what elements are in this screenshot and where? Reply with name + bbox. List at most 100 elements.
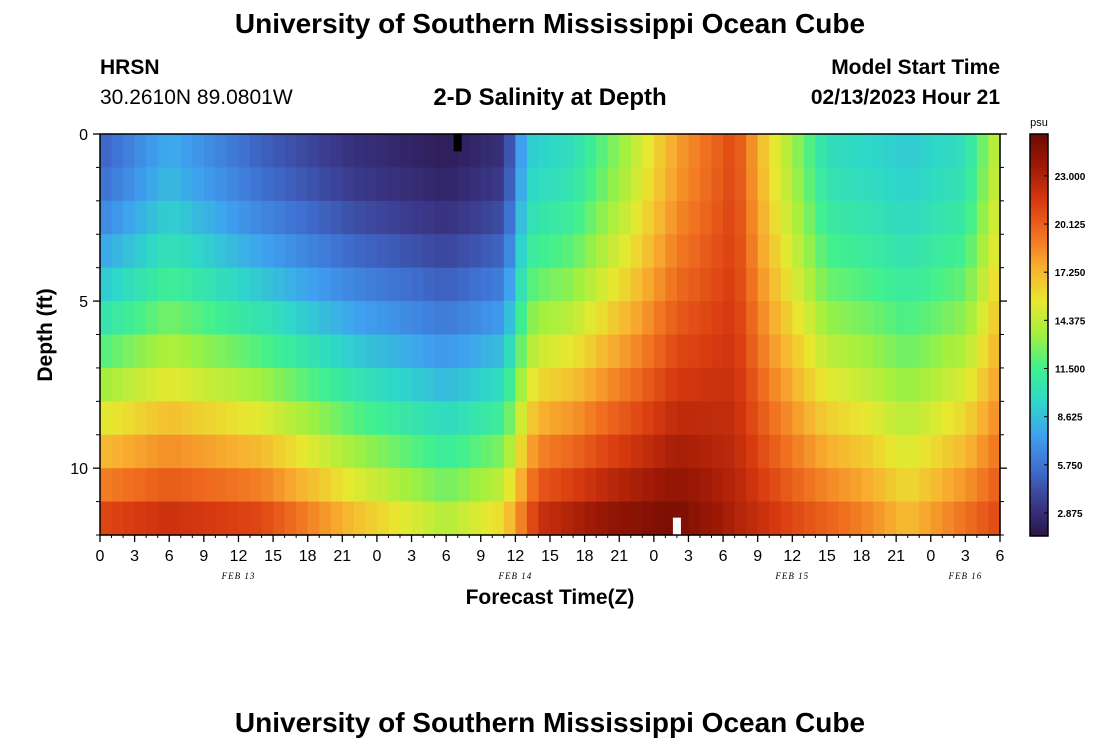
heatmap-cell [250, 334, 263, 369]
colorbar-tick-label: 20.125 [1055, 220, 1086, 231]
heatmap-cell [330, 367, 343, 402]
heatmap-cell [250, 367, 263, 402]
heatmap-cell [953, 267, 966, 302]
heatmap-cell [250, 501, 263, 536]
station-id: HRSN [100, 56, 160, 79]
heatmap-cell [630, 167, 643, 202]
heatmap-cell [988, 301, 1001, 336]
y-tick-label: 0 [79, 127, 88, 144]
heatmap-cell [711, 167, 724, 202]
heatmap-cell [965, 501, 978, 536]
heatmap-cell [896, 134, 909, 169]
heatmap-cell [884, 468, 897, 503]
heatmap-cell [746, 200, 759, 235]
heatmap-cell [930, 167, 943, 202]
heatmap-cell [665, 434, 678, 469]
heatmap-cell [826, 301, 840, 336]
heatmap-cell [192, 234, 205, 269]
heatmap-cell [988, 134, 1001, 169]
heatmap-cell [215, 267, 228, 302]
heatmap-cell [976, 401, 990, 436]
heatmap-cell [596, 200, 609, 235]
heatmap-cell [584, 301, 597, 336]
heatmap-cell [792, 200, 805, 235]
heatmap-cell [596, 468, 609, 503]
heatmap-cell [561, 134, 574, 169]
heatmap-cell [665, 134, 678, 169]
heatmap-cell [261, 167, 274, 202]
heatmap-cell [907, 401, 920, 436]
heatmap-cell [561, 301, 574, 336]
heatmap-cell [111, 134, 124, 169]
heatmap-cell [411, 200, 424, 235]
heatmap-cell [388, 401, 401, 436]
heatmap-cell [642, 468, 655, 503]
heatmap-cell [423, 434, 436, 469]
heatmap-cell [907, 234, 920, 269]
heatmap-cell [411, 434, 424, 469]
heatmap-cell [584, 434, 597, 469]
heatmap-cell [619, 301, 632, 336]
heatmap-cell [896, 468, 909, 503]
heatmap-cell [526, 501, 540, 536]
heatmap-cell [538, 267, 551, 302]
heatmap-cell [100, 367, 113, 402]
heatmap-cell [815, 367, 828, 402]
heatmap-cell [873, 501, 886, 536]
heatmap-cell [700, 434, 713, 469]
heatmap-cell [734, 501, 747, 536]
heatmap-cell [296, 301, 309, 336]
heatmap-cell [838, 401, 851, 436]
heatmap-cell [180, 401, 193, 436]
heatmap-cell [296, 167, 309, 202]
heatmap-cell [930, 301, 943, 336]
heatmap-cell [503, 234, 516, 269]
heatmap-cell [907, 134, 920, 169]
heatmap-cell [411, 401, 424, 436]
heatmap-cell [180, 434, 193, 469]
heatmap-cell [965, 468, 978, 503]
heatmap-cell [988, 267, 1001, 302]
heatmap-cell [988, 367, 1001, 402]
heatmap-cell [757, 267, 770, 302]
heatmap-cell [653, 434, 666, 469]
heatmap-cell [734, 134, 747, 169]
heatmap-cell [930, 334, 943, 369]
heatmap-cell [838, 267, 851, 302]
heatmap-cell [330, 200, 343, 235]
x-tick-label: 0 [649, 548, 658, 565]
heatmap-cell [653, 401, 666, 436]
heatmap-cell [319, 334, 332, 369]
heatmap-cell [965, 367, 978, 402]
heatmap-cell [111, 167, 124, 202]
heatmap-cell [688, 200, 701, 235]
heatmap-cell [780, 267, 793, 302]
heatmap-cell [134, 501, 147, 536]
heatmap-cell [192, 167, 205, 202]
heatmap-cell [215, 167, 228, 202]
heatmap-cell [688, 167, 701, 202]
heatmap-cell [134, 134, 147, 169]
heatmap-cell [942, 401, 955, 436]
heatmap-cell [792, 367, 805, 402]
heatmap-cell [919, 134, 932, 169]
heatmap-cell [192, 367, 205, 402]
heatmap-cell [238, 367, 251, 402]
heatmap-cell [192, 468, 205, 503]
x-tick-label: 21 [333, 548, 351, 565]
heatmap-cell [261, 234, 274, 269]
heatmap-cell [238, 334, 251, 369]
heatmap-cell [215, 334, 228, 369]
heatmap-cell [734, 367, 747, 402]
heatmap-cell [619, 367, 632, 402]
heatmap-cell [884, 134, 897, 169]
heatmap-cell [134, 367, 147, 402]
heatmap-cell [573, 401, 586, 436]
heatmap-cell [665, 167, 678, 202]
heatmap-cell [965, 401, 978, 436]
heatmap-cell [850, 134, 863, 169]
heatmap-cell [619, 501, 632, 536]
heatmap-cell [111, 301, 124, 336]
heatmap-cell [873, 134, 886, 169]
heatmap-cell [976, 267, 990, 302]
